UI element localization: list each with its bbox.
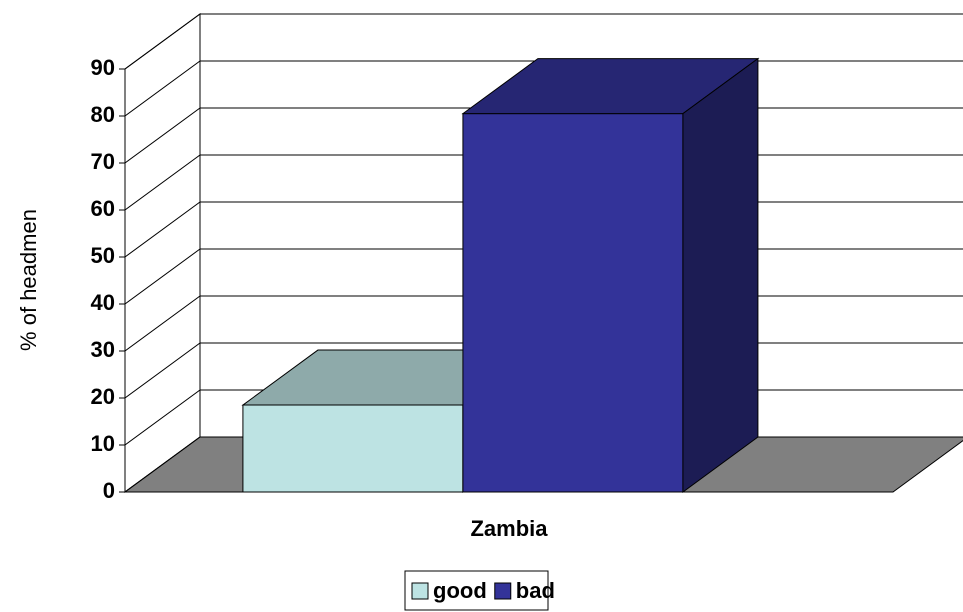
y-tick-label: 90 <box>91 55 115 80</box>
grid-line <box>124 13 963 70</box>
y-tick-label: 50 <box>91 243 115 268</box>
bar-front <box>242 404 464 493</box>
y-tick-label: 80 <box>91 102 115 127</box>
legend-label: bad <box>516 578 555 603</box>
bar-side <box>682 57 759 493</box>
legend-label: good <box>433 578 487 603</box>
bar-front <box>462 113 684 493</box>
side-wall <box>124 13 201 493</box>
y-tick-label: 20 <box>91 384 115 409</box>
x-tick-label: Zambia <box>470 516 548 541</box>
y-tick-label: 40 <box>91 290 115 315</box>
legend-swatch <box>494 582 512 600</box>
y-tick-label: 10 <box>91 431 115 456</box>
legend-box <box>404 570 549 611</box>
y-tick-label: 0 <box>103 478 115 503</box>
y-tick-label: 30 <box>91 337 115 362</box>
y-axis-label: % of headmen <box>16 209 41 351</box>
legend-swatch <box>411 582 429 600</box>
y-tick-label: 60 <box>91 196 115 221</box>
y-tick-label: 70 <box>91 149 115 174</box>
legend: good bad <box>404 570 555 611</box>
